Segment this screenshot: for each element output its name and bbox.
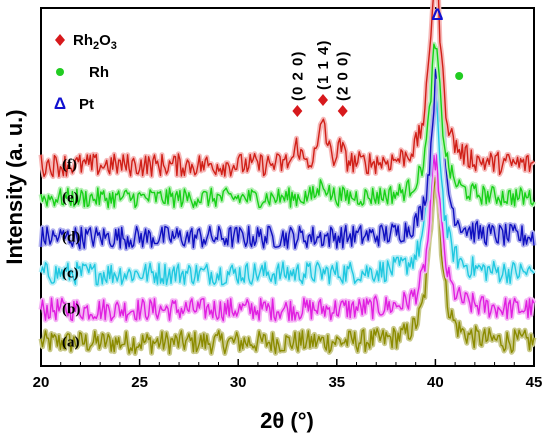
series-line-0	[40, 176, 535, 355]
x-tick-label-1: 25	[131, 374, 148, 391]
series-line-2	[40, 91, 535, 286]
curve-label-0: (a)	[62, 334, 80, 350]
series-line-1	[40, 154, 535, 322]
x-ticks-group: 20 25 30 35 40 45	[33, 359, 543, 391]
legend-label-rh2o3: Rh2O3	[73, 32, 117, 52]
x-tick-label-4: 40	[427, 374, 444, 391]
series-line-4	[40, 43, 535, 209]
peak-marker-rh2o3	[292, 105, 303, 117]
peak-marker-rh2o3	[337, 105, 348, 117]
legend: Rh2O3 Rh Δ Pt	[54, 32, 117, 113]
series-line-5	[40, 0, 535, 178]
x-tick-label-3: 35	[328, 374, 345, 391]
peak-label-0: (0 2 0)	[289, 51, 306, 101]
x-tick-label-2: 30	[230, 374, 247, 391]
curve-label-5: (f)	[62, 157, 77, 173]
y-axis-title: Intensity (a. u.)	[2, 109, 27, 264]
peak-label-2: (2 0 0)	[335, 51, 352, 101]
curve-label-3: (d)	[62, 229, 80, 245]
peak-marker-rh2o3	[317, 94, 328, 106]
legend-label-pt: Pt	[79, 96, 94, 113]
legend-marker-pt: Δ	[54, 94, 66, 113]
curve-label-4: (e)	[62, 190, 79, 206]
legend-marker-rh2o3	[55, 34, 65, 46]
curve-label-2: (c)	[62, 265, 79, 281]
x-tick-label-5: 45	[526, 374, 543, 391]
x-tick-label-0: 20	[33, 374, 50, 391]
legend-marker-rh	[56, 68, 64, 76]
x-axis-title: 2θ (°)	[260, 408, 314, 433]
annotations-group: (0 2 0) (1 1 4) (2 0 0) Δ	[289, 5, 464, 117]
peak-marker-rh	[455, 72, 464, 80]
peak-marker-pt: Δ	[431, 5, 443, 24]
series-line-3	[40, 68, 535, 250]
peak-label-1: (1 1 4)	[315, 40, 332, 90]
curve-label-1: (b)	[62, 302, 80, 318]
curve-labels-group: (a) (b) (c) (d) (e) (f)	[62, 157, 80, 350]
legend-label-rh: Rh	[89, 64, 109, 81]
plot-frame	[40, 7, 535, 367]
curves-group	[38, 0, 537, 357]
